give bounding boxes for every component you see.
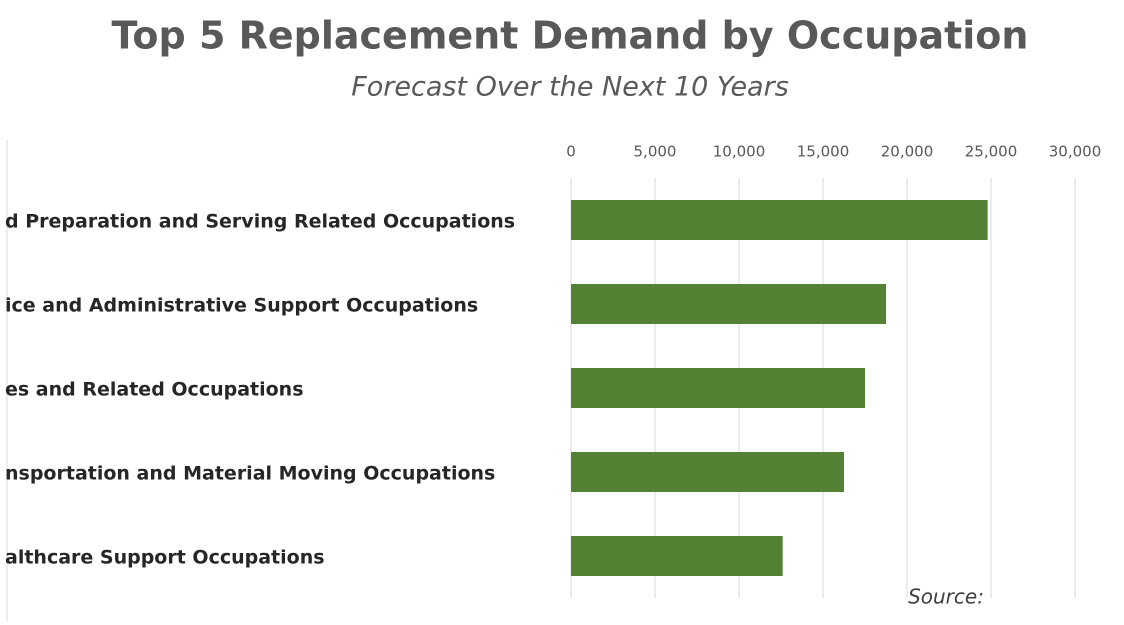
x-tick-label: 5,000 bbox=[634, 143, 677, 161]
x-tick-label: 15,000 bbox=[797, 143, 850, 161]
chart-title: Top 5 Replacement Demand by Occupation bbox=[112, 14, 1029, 58]
bar bbox=[571, 200, 988, 240]
y-tick-label: es and Related Occupations bbox=[5, 379, 304, 401]
x-tick-label: 25,000 bbox=[965, 143, 1018, 161]
bar bbox=[571, 368, 865, 408]
annotation: Source: bbox=[908, 585, 984, 609]
x-tick-label: 0 bbox=[566, 143, 576, 161]
y-tick-label: nsportation and Material Moving Occupati… bbox=[5, 463, 495, 485]
y-tick-label: ice and Administrative Support Occupatio… bbox=[5, 295, 478, 317]
bar bbox=[571, 452, 844, 492]
x-tick-label: 10,000 bbox=[713, 143, 766, 161]
y-tick-label: d Preparation and Serving Related Occupa… bbox=[5, 211, 515, 233]
bar bbox=[571, 536, 783, 576]
y-tick-label: althcare Support Occupations bbox=[5, 547, 325, 569]
x-tick-label: 30,000 bbox=[1049, 143, 1102, 161]
chart-subtitle: Forecast Over the Next 10 Years bbox=[351, 72, 789, 103]
bar bbox=[571, 284, 886, 324]
x-tick-label: 20,000 bbox=[881, 143, 934, 161]
